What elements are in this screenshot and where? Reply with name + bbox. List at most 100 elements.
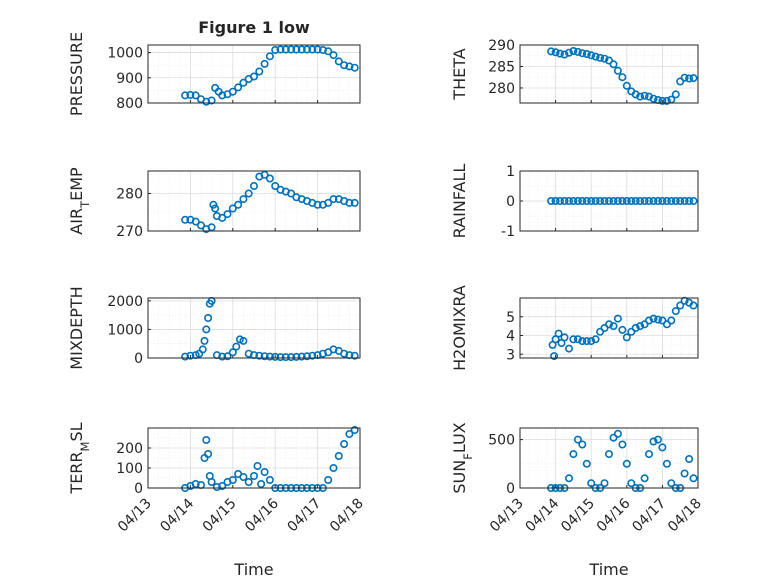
axes-border (519, 297, 699, 359)
data-point (560, 333, 569, 342)
data-point (308, 45, 317, 54)
data-point (613, 66, 622, 75)
data-point (255, 67, 264, 76)
data-point (573, 335, 582, 344)
data-point (564, 197, 573, 206)
data-point (239, 195, 248, 204)
data-point (191, 479, 200, 488)
data-point (265, 475, 274, 484)
y-tick-label: 2000 (107, 294, 143, 310)
y-tick-label: 0 (506, 194, 515, 210)
data-point (649, 314, 658, 323)
axes-border (519, 427, 699, 489)
chart-title: Figure 1 low (198, 18, 310, 37)
data-point (618, 440, 627, 449)
data-point (676, 301, 685, 310)
data-point (636, 322, 645, 331)
data-point (260, 467, 269, 476)
data-point (207, 477, 216, 486)
data-point (228, 204, 237, 213)
data-point (578, 197, 587, 206)
data-point (345, 198, 354, 207)
data-point (644, 316, 653, 325)
data-point (276, 45, 285, 54)
data-point (569, 450, 578, 459)
x-tick-label: 04/16 (242, 495, 282, 535)
data-point (640, 474, 649, 483)
data-point (276, 353, 285, 362)
data-point (560, 50, 569, 59)
data-point (569, 46, 578, 55)
data-point (313, 45, 322, 54)
axes-border (147, 44, 361, 104)
data-point (671, 307, 680, 316)
data-point (631, 197, 640, 206)
axes-box (519, 44, 699, 104)
data-point (569, 197, 578, 206)
data-point (223, 352, 232, 361)
data-point (578, 440, 587, 449)
data-point (573, 435, 582, 444)
y-tick-label: 100 (116, 461, 143, 477)
data-point (649, 94, 658, 103)
data-point (587, 197, 596, 206)
data-point (287, 45, 296, 54)
data-point (653, 435, 662, 444)
data-point (265, 52, 274, 61)
y-tick-label: 0 (134, 481, 143, 497)
data-point (191, 91, 200, 100)
data-point (350, 198, 359, 207)
data-point (218, 352, 227, 361)
data-point (644, 197, 653, 206)
data-point (573, 47, 582, 56)
data-point (658, 96, 667, 105)
subplot-mixdepth: 0 1000 2000 MIXDEPTH (67, 286, 361, 370)
data-point (582, 197, 591, 206)
data-point (250, 182, 259, 191)
data-point (685, 454, 694, 463)
data-point (622, 333, 631, 342)
data-point (644, 450, 653, 459)
data-point (578, 49, 587, 58)
data-point (218, 213, 227, 222)
data-point (204, 313, 213, 322)
data-point (551, 197, 560, 206)
data-point (658, 443, 667, 452)
data-point (244, 189, 253, 198)
data-point (255, 351, 264, 360)
axes-border (147, 170, 361, 232)
data-point (644, 92, 653, 101)
data-point (582, 337, 591, 346)
y-tick-label: 1000 (107, 322, 143, 338)
x-tick-label: 04/18 (665, 496, 705, 536)
data-point (573, 197, 582, 206)
x-tick-label: 04/17 (629, 496, 669, 536)
data-point (340, 439, 349, 448)
x-tick-label: 04/16 (594, 495, 634, 535)
data-point (649, 437, 658, 446)
data-point (239, 336, 248, 345)
data-point (685, 74, 694, 83)
y-axis-label: RAINFALL (450, 164, 469, 239)
y-tick-label: 5 (506, 310, 515, 326)
data-point (202, 325, 211, 334)
data-point (313, 200, 322, 209)
data-point (318, 45, 327, 54)
data-point (232, 342, 241, 351)
data-point (181, 91, 190, 100)
data-point (211, 204, 220, 213)
y-tick-label: 280 (488, 81, 515, 97)
data-point (564, 474, 573, 483)
data-point (324, 198, 333, 207)
subplot-air-temp: 270 280 AIRTEMP (67, 167, 361, 240)
data-point (658, 197, 667, 206)
y-axis-label: PRESSURE (67, 32, 86, 116)
data-point (649, 197, 658, 206)
x-tick-label: 04/14 (523, 495, 563, 535)
y-axis-label: AIRTEMP (67, 167, 92, 235)
data-point (234, 83, 243, 92)
data-point (622, 81, 631, 90)
subplot-terr-msl: 0 100 200 TERRMSL 04/13 04/14 04/15 04/16 04/17 0… (67, 422, 367, 579)
data-point (662, 96, 671, 105)
